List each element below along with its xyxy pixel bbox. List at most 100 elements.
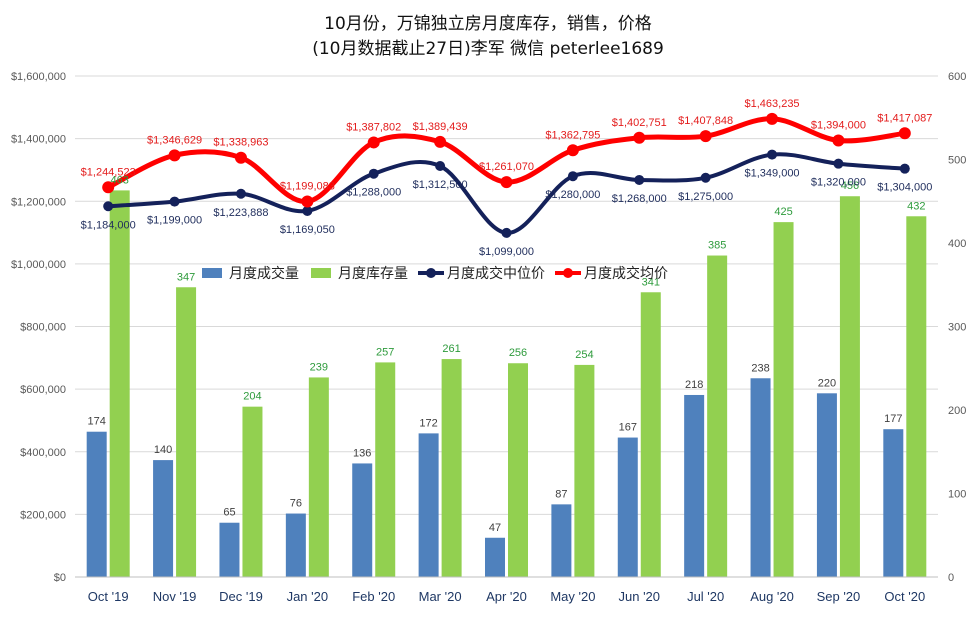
- bar: [906, 216, 927, 577]
- bar: [574, 364, 595, 577]
- left-axis-tick: $1,600,000: [11, 71, 66, 83]
- bar-data-label: 239: [310, 361, 328, 373]
- bar: [485, 537, 505, 577]
- left-y-axis: $0 $200,000 $400,000 $600,000 $800,000 $1,000…: [11, 71, 66, 584]
- chart-title: 10月份，万锦独立房月度库存，销售，价格: [324, 14, 652, 34]
- x-axis-tick: Oct '20: [884, 589, 925, 604]
- left-axis-tick: $400,000: [20, 447, 66, 459]
- line-data-label: $1,199,083: [280, 181, 335, 193]
- line-marker: [434, 135, 447, 148]
- bar-data-label: 172: [419, 417, 437, 429]
- line-marker: [833, 158, 844, 169]
- line-marker: [832, 134, 845, 147]
- bar: [707, 255, 728, 577]
- line-marker: [899, 163, 910, 174]
- line-data-label: $1,387,802: [346, 121, 401, 133]
- line-data-label: $1,223,888: [213, 207, 268, 219]
- bar-data-label: 177: [884, 413, 902, 425]
- bar: [176, 287, 197, 577]
- x-axis-tick: Aug '20: [750, 589, 794, 604]
- legend-label: 月度成交量: [229, 265, 299, 282]
- bar-data-label: 140: [154, 444, 172, 456]
- line-data-label: $1,268,000: [612, 193, 667, 205]
- bar: [617, 437, 638, 577]
- legend-swatch: [202, 268, 222, 278]
- bar: [109, 190, 130, 577]
- line-marker: [169, 196, 180, 207]
- bar: [285, 513, 306, 577]
- line-marker: [234, 151, 247, 164]
- line-data-label: $1,320,000: [811, 177, 866, 189]
- line-marker: [368, 168, 379, 179]
- line-data-label: $1,288,000: [346, 187, 401, 199]
- line-marker: [435, 161, 446, 172]
- left-axis-tick: $0: [54, 572, 66, 584]
- line-marker: [634, 174, 645, 185]
- legend-label: 月度成交中位价: [447, 265, 545, 282]
- line-marker: [102, 181, 115, 194]
- line-marker: [501, 227, 512, 238]
- line-data-label: $1,312,500: [413, 179, 468, 191]
- x-axis-tick: Feb '20: [352, 589, 395, 604]
- bar-data-label: 456: [841, 180, 859, 192]
- bar-data-label: 257: [376, 346, 394, 358]
- bar: [375, 362, 396, 577]
- bar-data-label: 347: [177, 271, 195, 283]
- bar: [640, 292, 661, 577]
- legend-label: 月度库存量: [338, 266, 408, 282]
- right-axis-tick: 400: [948, 238, 966, 250]
- bar: [750, 378, 771, 577]
- left-axis-tick: $800,000: [20, 322, 66, 334]
- bar: [816, 393, 837, 577]
- x-axis-tick: Jul '20: [687, 589, 724, 604]
- bar: [242, 406, 263, 577]
- data-labels: 174 140 65 76 136 172 47 87 167 218 238 220 177 463 34…: [81, 98, 933, 534]
- left-axis-tick: $1,400,000: [11, 134, 66, 146]
- bar: [684, 394, 705, 577]
- right-axis-tick: 300: [948, 322, 966, 334]
- bar-data-label: 432: [907, 200, 925, 212]
- x-axis-tick: May '20: [550, 589, 595, 604]
- bar-data-label: 87: [555, 488, 567, 500]
- line-data-label: $1,304,000: [877, 182, 932, 194]
- line-data-label: $1,338,963: [213, 137, 268, 149]
- x-axis-tick: Dec '19: [219, 589, 263, 604]
- left-axis-tick: $1,200,000: [11, 196, 66, 208]
- bar: [839, 196, 860, 578]
- right-axis-tick: 0: [948, 572, 954, 584]
- bar-data-label: 254: [575, 349, 593, 361]
- line-data-label: $1,346,629: [147, 134, 202, 146]
- bar-data-label: 385: [708, 240, 726, 252]
- line-data-label: $1,362,795: [545, 129, 600, 141]
- line-marker: [567, 171, 578, 182]
- line-marker: [633, 131, 646, 144]
- right-axis-tick: 500: [948, 155, 966, 167]
- line-marker: [767, 149, 778, 160]
- line-marker: [302, 205, 313, 216]
- legend: 月度成交量 月度库存量 月度成交中位价 月度成交均价: [202, 265, 668, 282]
- right-y-axis: 0 100 200 300 400 500 600: [948, 71, 966, 584]
- legend-label: 月度成交均价: [584, 265, 668, 282]
- bar-data-label: 463: [111, 174, 129, 186]
- line-data-label: $1,261,070: [479, 161, 534, 173]
- bar-data-label: 261: [442, 343, 460, 355]
- x-axis-tick: Oct '19: [88, 589, 129, 604]
- line-marker: [699, 130, 712, 143]
- right-axis-tick: 200: [948, 405, 966, 417]
- line-data-label: $1,389,439: [413, 121, 468, 133]
- x-axis-tick: Jan '20: [287, 589, 329, 604]
- line-data-label: $1,394,000: [811, 120, 866, 132]
- bar-data-label: 425: [774, 206, 792, 218]
- line-marker: [700, 172, 711, 183]
- right-axis-tick: 100: [948, 489, 966, 501]
- line-marker: [301, 195, 314, 208]
- line-data-label: $1,169,050: [280, 224, 335, 236]
- right-axis-tick: 600: [948, 71, 966, 83]
- bar: [441, 359, 462, 577]
- bar-data-label: 47: [489, 522, 501, 534]
- line-data-label: $1,407,848: [678, 115, 733, 127]
- line-marker: [235, 188, 246, 199]
- left-axis-tick: $200,000: [20, 509, 66, 521]
